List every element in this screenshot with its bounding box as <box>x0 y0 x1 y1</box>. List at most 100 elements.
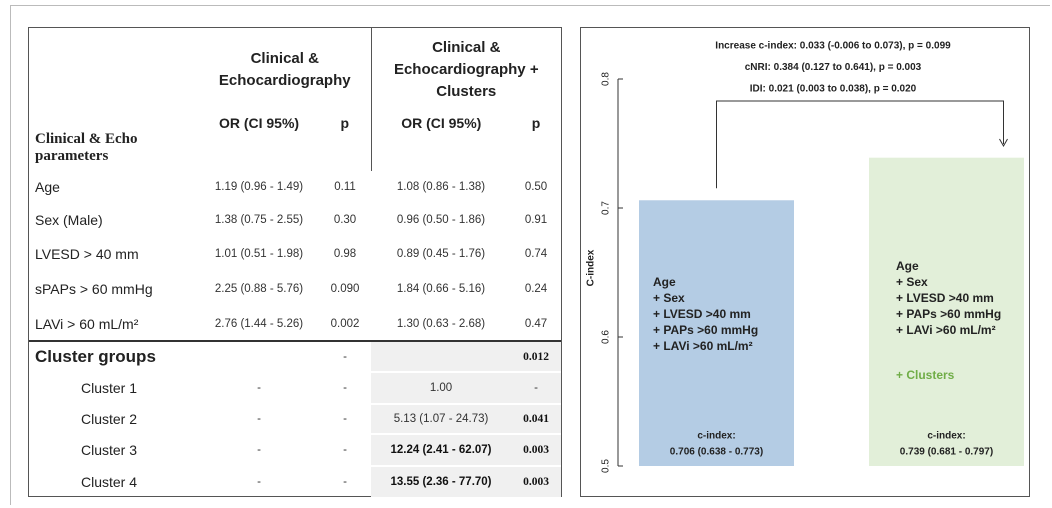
table-row: Age 1.19 (0.96 - 1.49) 0.11 1.08 (0.86 - 1.… <box>29 171 561 203</box>
column-header: OR (CI 95%) <box>370 111 512 171</box>
table-cell: 0.98 <box>333 248 357 260</box>
table-cell: 0.50 <box>524 181 548 193</box>
subheader-row: Clinical & Echo parameters OR (CI 95%) p OR … <box>29 111 561 171</box>
row-label: Cluster 1 <box>81 380 138 396</box>
table-cell: 0.090 <box>330 283 360 295</box>
table-box: Clinical & Echocardiography Clinical & Echo… <box>28 27 562 499</box>
table-cell: 1.08 (0.86 - 1.38) <box>396 181 486 193</box>
table-cell: - <box>343 476 347 488</box>
annotation: IDI: 0.021 (0.003 to 0.038), p = 0.020 <box>750 84 917 95</box>
table-row: LVESD > 40 mm 1.01 (0.51 - 1.98) 0.98 0.89 … <box>29 237 561 271</box>
chart: 0.5 0.6 0.7 0.8 C-index Increase c-index: 0.0… <box>586 41 1024 473</box>
table-cell: - <box>343 382 347 394</box>
table-cell: 1.01 (0.51 - 1.98) <box>214 248 304 260</box>
table-cell: 0.24 <box>524 283 548 295</box>
bracket <box>716 100 1004 189</box>
table-cell: 12.24 (2.41 - 62.07) <box>371 434 512 467</box>
value-label-title: c-index: <box>927 431 965 442</box>
table-row: Cluster groups - 0.012 <box>29 340 562 373</box>
y-tick-label: 0.7 <box>601 201 612 215</box>
y-tick-label: 0.8 <box>601 72 612 86</box>
bar-extra-label: + Clusters <box>896 368 955 382</box>
row-label: Cluster 3 <box>81 442 138 458</box>
row-label: Sex (Male) <box>35 212 103 228</box>
table-cell: 0.96 (0.50 - 1.86) <box>396 214 486 226</box>
bar-label: + LVESD >40 mm <box>896 291 994 305</box>
table-cell: 0.003 <box>511 466 562 499</box>
bar-label: + PAPs >60 mmHg <box>896 307 1001 321</box>
table-cell: - <box>257 444 261 456</box>
table-row: Cluster 2 - - 5.13 (1.07 - 24.73) 0.041 <box>29 404 562 435</box>
annotation: Increase c-index: 0.033 (-0.006 to 0.073… <box>715 41 951 52</box>
y-axis-label: C-index <box>586 249 597 286</box>
table-cell: 2.25 (0.88 - 5.76) <box>214 283 304 295</box>
group-header: Clinical & Echocardiography + Clusters <box>370 28 562 111</box>
table-cell: 0.89 (0.45 - 1.76) <box>396 248 486 260</box>
y-tick-label: 0.5 <box>601 459 612 473</box>
table-cell: - <box>257 476 261 488</box>
bar-label: Age <box>896 259 919 273</box>
group-header-line: Clinical & <box>250 49 319 67</box>
table-cell: - <box>343 413 347 425</box>
annotation: cNRI: 0.384 (0.127 to 0.641), p = 0.003 <box>745 62 922 73</box>
table-cell: 1.38 (0.75 - 2.55) <box>214 214 304 226</box>
row-label: sPAPs > 60 mmHg <box>35 281 153 297</box>
frame <box>10 5 1050 505</box>
table-cell: 1.19 (0.96 - 1.49) <box>214 181 304 193</box>
table-cell: 0.91 <box>524 214 548 226</box>
table-cell: 0.74 <box>524 248 548 260</box>
bar-label: + LAVi >60 mL/m² <box>653 339 753 353</box>
row-label: LAVi > 60 mL/m² <box>35 315 139 332</box>
table-cell: 0.012 <box>511 340 562 373</box>
bar-label: + LAVi >60 mL/m² <box>896 323 996 337</box>
chart-box: 0.5 0.6 0.7 0.8 C-index Increase c-index: 0.0… <box>580 27 1030 497</box>
table-cell <box>371 340 512 373</box>
value-label: 0.739 (0.681 - 0.797) <box>900 447 993 458</box>
table-row: Cluster 3 - - 12.24 (2.41 - 62.07) 0.003 <box>29 434 562 467</box>
table-cell: 0.11 <box>334 181 356 193</box>
group-header: Clinical & Echocardiography <box>199 28 371 111</box>
group-header-line: Echocardiography <box>218 71 351 89</box>
table-cell: - <box>343 444 347 456</box>
group-header-line: Echocardiography + <box>393 60 539 78</box>
bar-label: + Sex <box>653 291 685 305</box>
table-cell: 5.13 (1.07 - 24.73) <box>371 404 512 435</box>
table-cell: 1.00 <box>371 372 512 405</box>
table-cell: 0.47 <box>524 317 548 330</box>
bar-label: + PAPs >60 mmHg <box>653 323 758 337</box>
column-header: OR (CI 95%) <box>218 115 300 131</box>
table-cell: 0.002 <box>330 317 360 330</box>
row-header: Clinical & Echo parameters <box>29 111 199 171</box>
table-cell: 0.003 <box>511 434 562 467</box>
table-cell: 2.76 (1.44 - 5.26) <box>214 317 304 330</box>
group-header-line: Clinical & <box>432 38 501 56</box>
table-row: Sex (Male) 1.38 (0.75 - 2.55) 0.30 0.96 (0.… <box>29 203 561 237</box>
row-header-line: Clinical & Echo <box>35 131 138 147</box>
table-cell: - <box>257 413 261 425</box>
row-label: Cluster groups <box>29 340 199 372</box>
table-row: sPAPs > 60 mmHg 2.25 (0.88 - 5.76) 0.090 1.… <box>29 271 561 307</box>
header-row: Clinical & Echocardiography Clinical & Echo… <box>29 28 562 111</box>
value-label: 0.706 (0.638 - 0.773) <box>670 447 763 458</box>
row-label: Cluster 2 <box>81 411 138 427</box>
row-header-line: parameters <box>35 148 109 164</box>
bar-label: Age <box>653 275 676 289</box>
table-cell <box>199 340 319 372</box>
table-cell: - <box>511 372 562 405</box>
row-label: Cluster 4 <box>81 474 138 490</box>
table-row: Cluster 1- -1.00- <box>29 372 562 405</box>
corner <box>29 28 199 111</box>
table: Clinical & Echocardiography Clinical & Echo… <box>29 28 562 499</box>
arrow-head <box>999 138 1008 148</box>
table-row: LAVi > 60 mL/m² 2.76 (1.44 - 5.26) 0.002 1.… <box>29 307 561 341</box>
table-row: Cluster 4 - - 13.55 (2.36 - 77.70) 0.003 <box>29 466 562 499</box>
group-header-line: Clusters <box>436 82 497 100</box>
row-label: Age <box>35 179 60 195</box>
table-cell: 0.30 <box>333 214 357 226</box>
table-cell: 1.84 (0.66 - 5.16) <box>396 283 486 295</box>
table-cell: 1.30 (0.63 - 2.68) <box>396 317 486 330</box>
column-header: p <box>531 115 541 131</box>
bar-label: + LVESD >40 mm <box>653 307 751 321</box>
bar-label: + Sex <box>896 275 928 289</box>
